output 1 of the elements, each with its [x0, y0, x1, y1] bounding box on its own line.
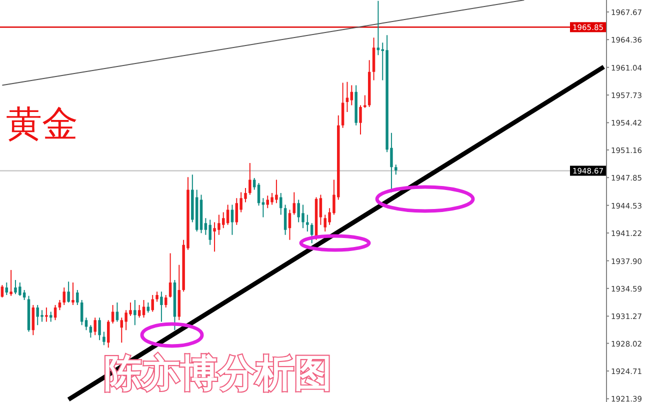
- text: 黄金: [6, 104, 78, 145]
